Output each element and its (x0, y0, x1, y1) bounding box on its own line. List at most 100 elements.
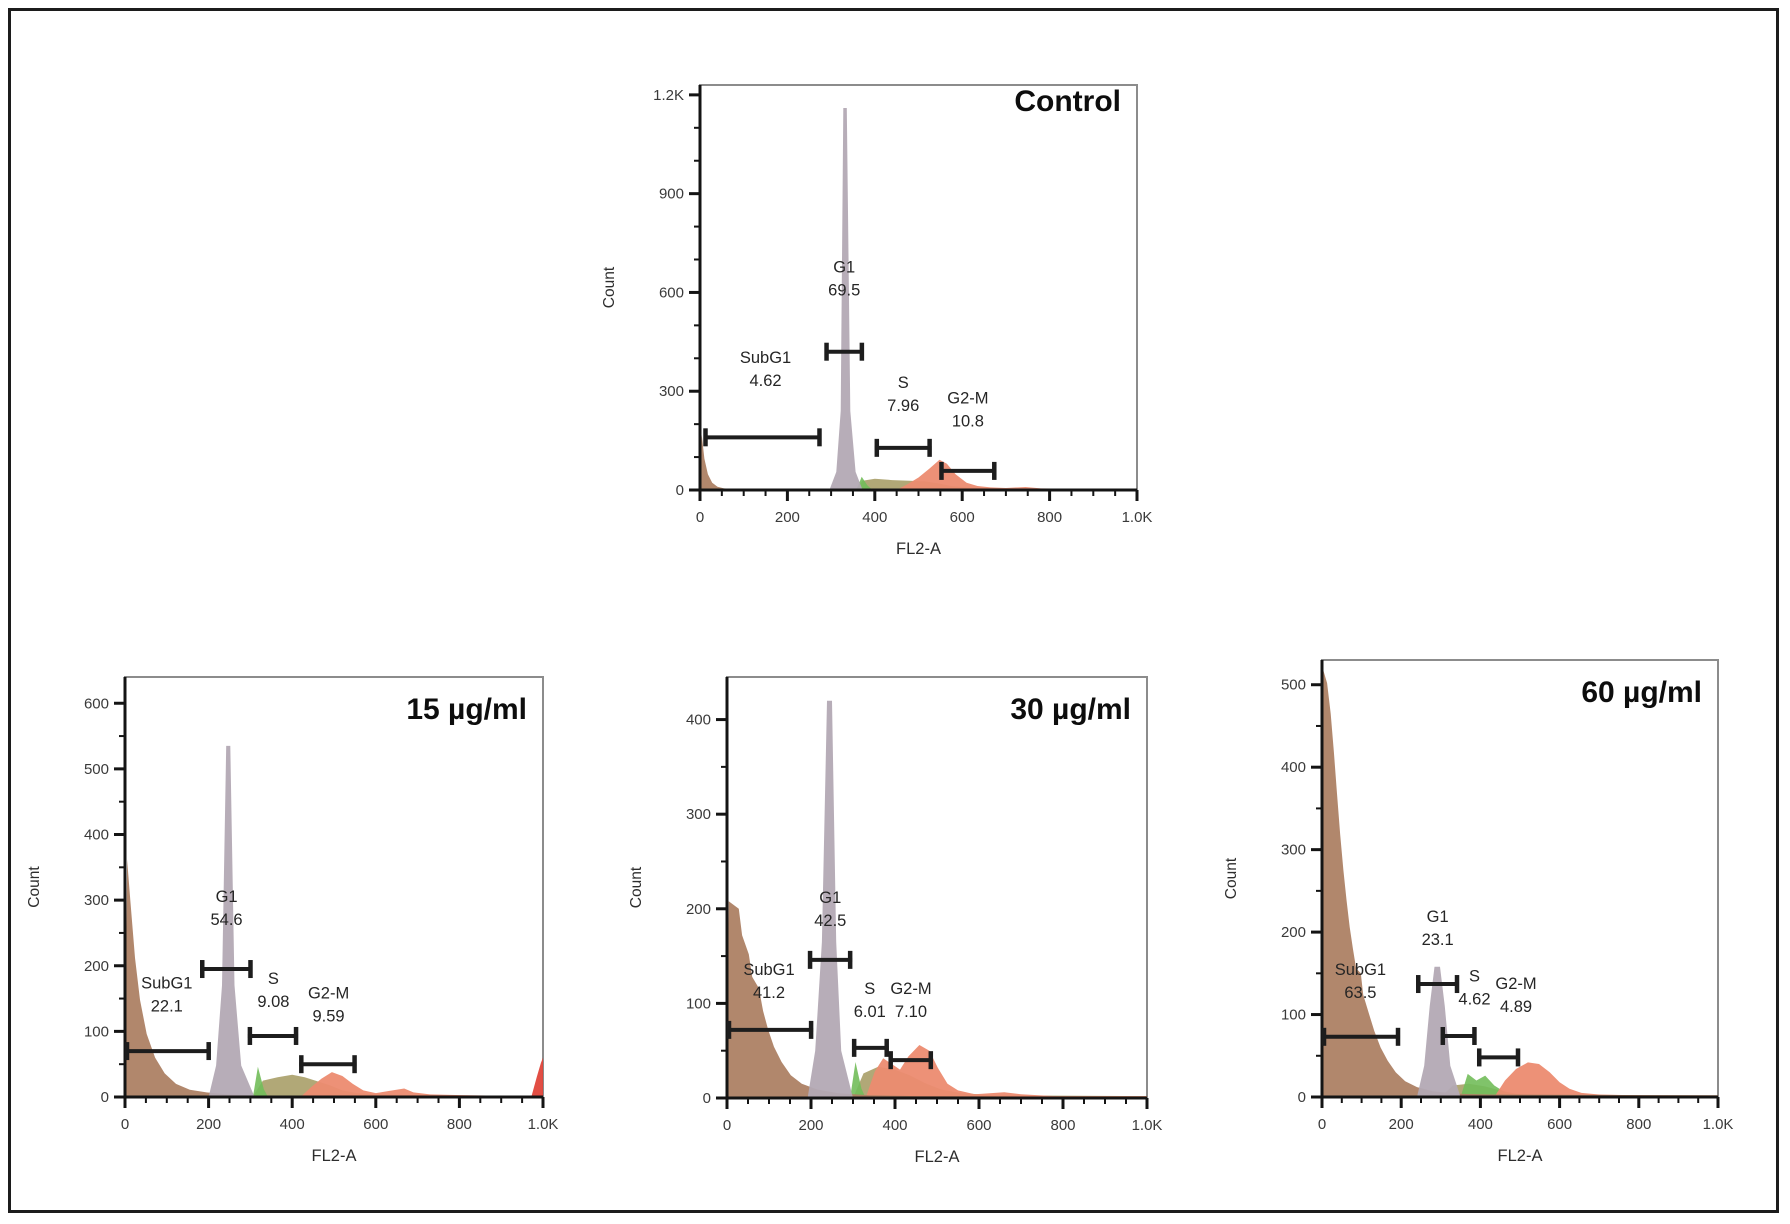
layer-debris-brown (727, 901, 1147, 1098)
gate-percent-label: 4.89 (1500, 998, 1532, 1016)
layer-green-band (252, 1066, 268, 1097)
gate-control-g1: G1 69.5 (824, 259, 865, 361)
y-tick-label: 0 (676, 482, 684, 499)
gate-percent-label: 7.96 (887, 397, 919, 415)
gate-percent-label: 6.01 (854, 1003, 886, 1021)
layer-green-band (850, 1062, 866, 1098)
x-tick-label: 200 (1389, 1116, 1414, 1133)
y-axis-title: Count (628, 866, 645, 908)
histogram-dose60 (1322, 669, 1718, 1097)
gate-dose60-g1: G1 23.1 (1415, 908, 1460, 994)
gate-dose15-subg1: SubG1 22.1 (124, 975, 211, 1061)
y-tick-label: 100 (686, 995, 711, 1012)
x-tick-label: 200 (775, 509, 800, 526)
plot-frame-dose60 (1321, 659, 1719, 1098)
y-tick-label: 100 (84, 1023, 109, 1040)
gate-control-g2-m: G2-M 10.8 (939, 390, 997, 480)
y-tick-label: 0 (1298, 1089, 1306, 1106)
gate-name-label: G2-M (1495, 975, 1536, 993)
gate-dose30-g1: G1 42.5 (807, 889, 853, 969)
gate-name-label: S (898, 374, 909, 392)
panel-dose15: 0 200 400 600 800 1.0K 0 100 200 300 400 500 600 Coun… (26, 676, 558, 1165)
y-tick-label: 400 (1281, 759, 1306, 776)
gate-dose15-s: S 9.08 (247, 970, 299, 1045)
x-tick-label: 200 (196, 1116, 221, 1133)
layer-green-band (1460, 1073, 1520, 1097)
gate-name-label: G2-M (308, 985, 349, 1003)
gate-dose15-g2-m: G2-M 9.59 (299, 985, 357, 1074)
layer-debris-brown (1322, 669, 1718, 1097)
gate-name-label: SubG1 (743, 961, 794, 979)
layer-debris-brown (700, 434, 762, 490)
y-tick-label: 300 (84, 892, 109, 909)
gate-percent-label: 9.59 (313, 1008, 345, 1026)
x-axis-title: FL2-A (1498, 1147, 1543, 1165)
x-tick-label: 400 (280, 1116, 305, 1133)
y-tick-label: 1.2K (653, 87, 684, 104)
y-axis-title: Count (1223, 857, 1240, 899)
gate-name-label: G2-M (947, 390, 988, 408)
gate-name-label: G1 (216, 888, 238, 906)
x-tick-label: 400 (1468, 1116, 1493, 1133)
x-tick-label: 0 (1318, 1116, 1326, 1133)
gate-percent-label: 9.08 (257, 993, 289, 1011)
layer-g2m-salmon (896, 459, 1137, 490)
panel-dose30: 0 200 400 600 800 1.0K 0 100 200 300 400 Count FL2-A… (628, 676, 1162, 1166)
gate-dose60-subg1: SubG1 63.5 (1321, 961, 1401, 1046)
gate-percent-label: 4.62 (1458, 991, 1490, 1009)
x-tick-label: 800 (447, 1116, 472, 1133)
y-tick-label: 600 (659, 284, 684, 301)
gate-control-subg1: SubG1 4.62 (703, 349, 822, 447)
x-tick-label: 400 (862, 509, 887, 526)
panel-dose60: 0 200 400 600 800 1.0K 0 100 200 300 400 500 Count FL… (1223, 659, 1733, 1165)
gate-dose30-s: S 6.01 (851, 980, 889, 1057)
y-tick-label: 400 (84, 827, 109, 844)
x-tick-label: 800 (1037, 509, 1062, 526)
gate-name-label: S (864, 980, 875, 998)
y-axis-title: Count (601, 266, 618, 308)
axes-dose30: 0 200 400 600 800 1.0K 0 100 200 300 400 (686, 677, 1162, 1134)
layer-edge-red-spike (531, 1057, 543, 1097)
gate-percent-label: 7.10 (895, 1003, 927, 1021)
gate-name-label: G1 (833, 259, 855, 277)
layer-g2m-salmon (865, 1045, 1147, 1098)
gate-percent-label: 22.1 (151, 998, 183, 1016)
histogram-dose30 (727, 700, 1147, 1098)
layer-g2m-salmon (1494, 1062, 1718, 1097)
panel-title-control: Control (1014, 85, 1121, 118)
y-tick-label: 200 (1281, 924, 1306, 941)
histogram-control (700, 108, 1137, 490)
gate-name-label: SubG1 (1335, 961, 1386, 979)
y-tick-label: 0 (703, 1090, 711, 1107)
layer-g1-gray (208, 745, 255, 1097)
x-tick-label: 600 (1547, 1116, 1572, 1133)
axes-dose60: 0 200 400 600 800 1.0K 0 100 200 300 400 500 (1281, 660, 1733, 1133)
x-axis-title: FL2-A (896, 540, 941, 558)
x-tick-label: 1.0K (1703, 1116, 1734, 1133)
x-tick-label: 800 (1050, 1117, 1075, 1134)
gate-dose30-g2-m: G2-M 7.10 (888, 980, 934, 1070)
gate-name-label: S (268, 970, 279, 988)
y-tick-label: 300 (659, 383, 684, 400)
histogram-dose15 (125, 745, 543, 1097)
y-tick-label: 0 (101, 1089, 109, 1106)
y-tick-label: 200 (84, 958, 109, 975)
layer-g1-gray (829, 108, 863, 490)
plot-frame-dose15 (124, 676, 544, 1098)
x-tick-label: 1.0K (1132, 1117, 1163, 1134)
gate-dose60-g2-m: G2-M 4.89 (1476, 975, 1537, 1067)
panel-title-dose60: 60 µg/ml (1581, 676, 1702, 709)
axes-control: 0 200 400 600 800 1.0K 0 300 600 900 1.2K (653, 85, 1152, 526)
panel-title-dose30: 30 µg/ml (1010, 693, 1131, 726)
gate-dose15-g1: G1 54.6 (199, 888, 253, 979)
gate-dose30-subg1: SubG1 41.2 (726, 961, 814, 1039)
panel-title-dose15: 15 µg/ml (406, 693, 527, 726)
x-tick-label: 0 (723, 1117, 731, 1134)
x-tick-label: 1.0K (1122, 509, 1153, 526)
layer-g1-gray (1417, 966, 1461, 1097)
gate-name-label: S (1469, 968, 1480, 986)
gate-name-label: G1 (1427, 908, 1449, 926)
x-tick-label: 0 (121, 1116, 129, 1133)
gate-control-s: S 7.96 (874, 374, 932, 457)
y-tick-label: 900 (659, 186, 684, 203)
